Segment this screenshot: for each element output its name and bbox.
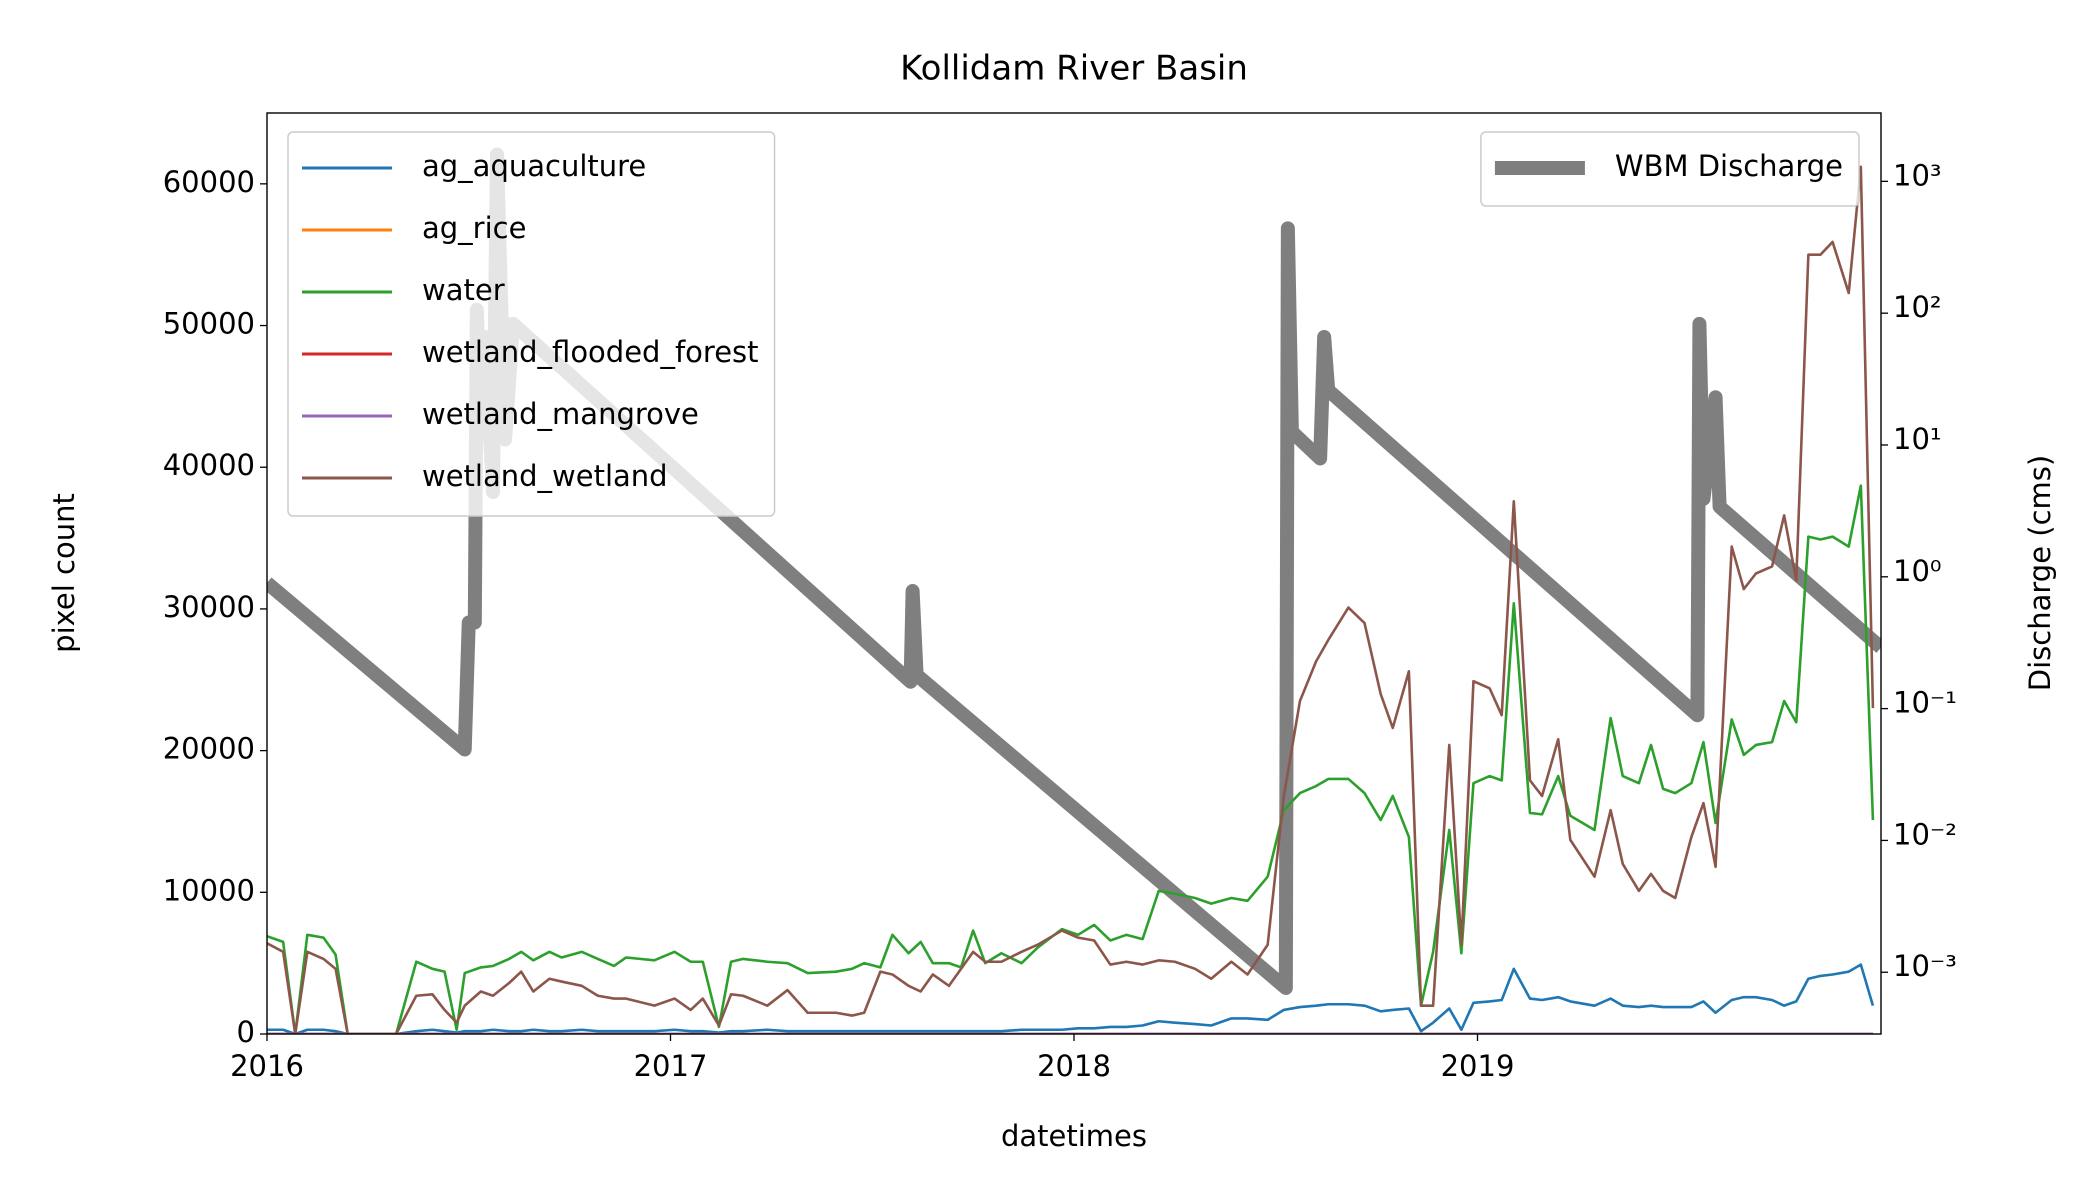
legend-label: WBM Discharge [1615,149,1843,183]
legend-label: water [422,273,505,307]
y2-tick-label: 10¹ [1893,422,1942,456]
x-tick-label: 2019 [1441,1049,1515,1083]
chart-title: Kollidam River Basin [900,49,1248,89]
legend-label: ag_aquaculture [422,149,646,183]
y2-tick-label: 10³ [1893,158,1942,192]
legend-y2: WBM Discharge [1480,131,1860,207]
y-tick-label: 30000 [163,590,255,624]
y-tick-label: 60000 [163,165,255,199]
legend-label: wetland_mangrove [422,397,699,431]
x-tick-label: 2016 [230,1049,304,1083]
y-tick-label: 20000 [163,732,255,766]
y-axis-label: pixel count [47,493,81,653]
y-tick-label: 50000 [163,307,255,341]
legend-box [1480,131,1860,207]
x-tick-label: 2017 [634,1049,708,1083]
series-line [267,165,1875,1034]
y2-tick-label: 10⁻³ [1893,949,1957,983]
y2-tick-label: 10⁻² [1893,817,1957,851]
y-tick-label: 10000 [163,873,255,907]
legend-label: wetland_wetland [422,459,668,493]
y-tick-label: 40000 [163,448,255,482]
plot-frame [266,112,1882,1035]
y2-axis-label: Discharge (cms) [2023,455,2057,691]
series-line [267,963,1875,1034]
y2-tick-label: 10⁻¹ [1893,686,1957,720]
legend-box [287,131,776,517]
y2-tick-label: 10² [1893,290,1942,324]
legend-label: wetland_flooded_forest [422,335,759,369]
x-tick-label: 2018 [1037,1049,1111,1083]
legend-label: ag_rice [422,211,526,245]
series-line [267,484,1875,1034]
x-axis-label: datetimes [1001,1119,1147,1153]
y-tick-label: 0 [237,1015,255,1049]
y2-tick-label: 10⁰ [1893,554,1942,588]
